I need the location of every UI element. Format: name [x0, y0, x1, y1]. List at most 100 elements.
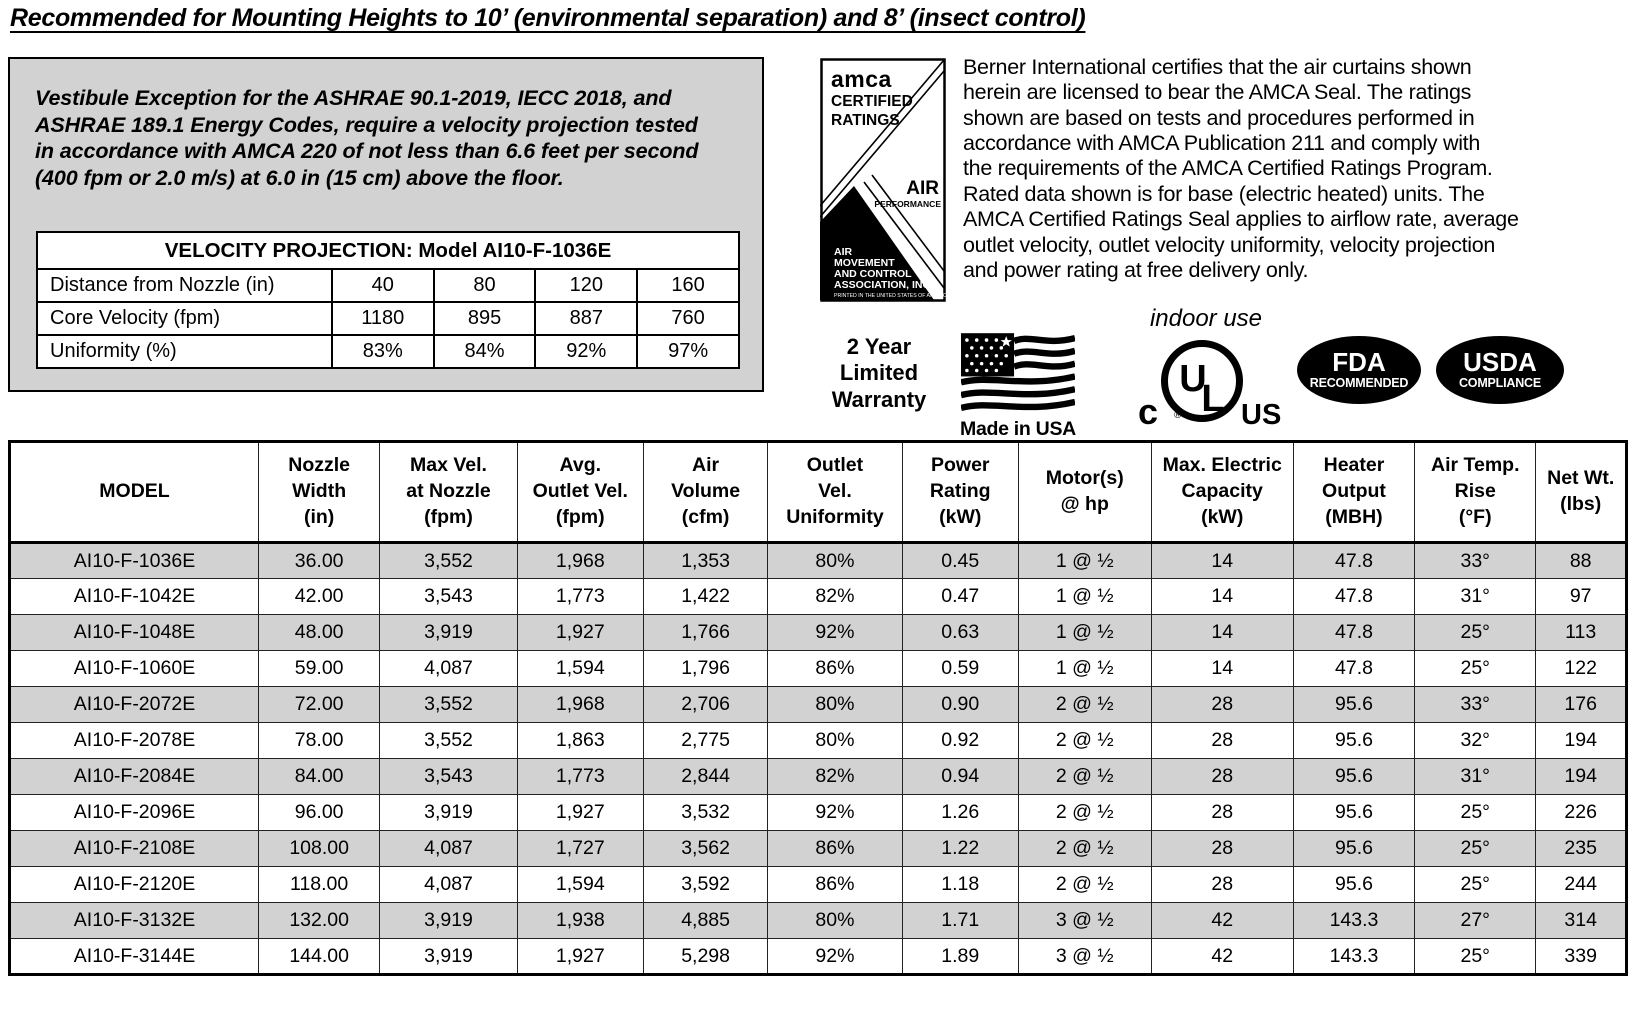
spec-value-cell: 42 — [1150, 938, 1294, 975]
spec-value-cell: 28 — [1150, 830, 1294, 867]
amca-assoc-line1: AIR — [834, 246, 853, 258]
spec-value-cell: 96.00 — [258, 794, 381, 831]
spec-value-cell: 1,773 — [516, 578, 644, 615]
spec-value-cell: 25° — [1414, 614, 1537, 651]
spec-value-cell: 28 — [1150, 794, 1294, 831]
spec-table-row: AI10-F-2120E 118.00 4,087 1,594 3,592 86% 1.18… — [8, 866, 1627, 903]
spec-value-cell: 1.71 — [901, 902, 1019, 939]
spec-header-power-rating: Power Rating (kW) — [901, 441, 1019, 544]
spec-value-cell: 86% — [767, 650, 903, 687]
spec-header-outlet-uniformity: Outlet Vel. Uniformity — [767, 441, 903, 544]
spec-value-cell: 0.92 — [901, 722, 1019, 759]
spec-value-cell: 1 @ ½ — [1017, 578, 1152, 615]
spec-value-cell: 1.26 — [901, 794, 1019, 831]
spec-value-cell: 47.8 — [1292, 578, 1416, 615]
spec-value-cell: 132.00 — [258, 902, 381, 939]
velocity-table-row: Core Velocity (fpm) 1180 895 887 760 — [36, 301, 740, 336]
spec-value-cell: 42.00 — [258, 578, 381, 615]
spec-value-cell: 118.00 — [258, 866, 381, 903]
spec-value-cell: 28 — [1150, 686, 1294, 723]
spec-model-cell: AI10-F-2108E — [8, 830, 260, 867]
ul-l-label: L — [1201, 378, 1224, 420]
spec-model-cell: AI10-F-1042E — [8, 578, 260, 615]
spec-value-cell: 144.00 — [258, 938, 381, 975]
spec-value-cell: 48.00 — [258, 614, 381, 651]
spec-model-cell: AI10-F-2096E — [8, 794, 260, 831]
spec-value-cell: 84.00 — [258, 758, 381, 795]
spec-value-cell: 339 — [1535, 938, 1627, 975]
velocity-value-cell: 92% — [534, 334, 639, 369]
spec-value-cell: 0.47 — [901, 578, 1019, 615]
spec-value-cell: 95.6 — [1292, 830, 1416, 867]
spec-header-nozzle-width: Nozzle Width (in) — [258, 441, 381, 544]
spec-table-row: AI10-F-1060E 59.00 4,087 1,594 1,796 86% 0.59 1… — [8, 650, 1627, 687]
spec-value-cell: 47.8 — [1292, 542, 1416, 579]
vestibule-exception-text: Vestibule Exception for the ASHRAE 90.1-… — [35, 86, 699, 190]
spec-model-cell: AI10-F-1060E — [8, 650, 260, 687]
spec-table-row: AI10-F-2096E 96.00 3,919 1,927 3,532 92% 1.26 2… — [8, 794, 1627, 831]
spec-value-cell: 122 — [1535, 650, 1627, 687]
velocity-row-label: Uniformity (%) — [36, 334, 333, 369]
spec-value-cell: 2,706 — [642, 686, 769, 723]
amca-certified-label: CERTIFIED — [831, 93, 913, 110]
spec-value-cell: 59.00 — [258, 650, 381, 687]
indoor-use-label: indoor use — [1149, 305, 1263, 332]
spec-value-cell: 28 — [1150, 722, 1294, 759]
ul-listing-block: indoor use c U L ® US — [1126, 305, 1286, 437]
spec-value-cell: 2 @ ½ — [1017, 830, 1152, 867]
spec-value-cell: 95.6 — [1292, 794, 1416, 831]
spec-value-cell: 25° — [1414, 938, 1537, 975]
spec-value-cell: 143.3 — [1292, 902, 1416, 939]
spec-model-cell: AI10-F-2084E — [8, 758, 260, 795]
spec-value-cell: 3,543 — [379, 578, 518, 615]
spec-value-cell: 2,844 — [642, 758, 769, 795]
velocity-value-cell: 80 — [432, 268, 537, 303]
spec-value-cell: 3,543 — [379, 758, 518, 795]
spec-table-row: AI10-F-3132E 132.00 3,919 1,938 4,885 80% 1.71… — [8, 902, 1627, 939]
cul-us-icon: c U L ® US — [1138, 340, 1281, 432]
spec-value-cell: 14 — [1150, 614, 1294, 651]
velocity-value-cell: 1180 — [330, 301, 435, 336]
spec-value-cell: 244 — [1535, 866, 1627, 903]
amca-air-label: AIR — [906, 178, 939, 199]
spec-model-cell: AI10-F-2120E — [8, 866, 260, 903]
spec-value-cell: 0.63 — [901, 614, 1019, 651]
spec-value-cell: 4,087 — [379, 866, 518, 903]
spec-value-cell: 1,927 — [516, 938, 644, 975]
amca-footer-line: PRINTED IN THE UNITED STATES OF AMERICA — [834, 293, 946, 299]
usda-badge-subtitle: COMPLIANCE — [1458, 375, 1542, 390]
spec-model-cell: AI10-F-2078E — [8, 722, 260, 759]
spec-value-cell: 0.90 — [901, 686, 1019, 723]
spec-model-cell: AI10-F-3132E — [8, 902, 260, 939]
spec-value-cell: 0.45 — [901, 542, 1019, 579]
spec-value-cell: 27° — [1414, 902, 1537, 939]
spec-value-cell: 14 — [1150, 650, 1294, 687]
spec-value-cell: 28 — [1150, 866, 1294, 903]
velocity-table-title: VELOCITY PROJECTION: Model AI10-F-1036E — [36, 231, 740, 270]
spec-table-row: AI10-F-3144E 144.00 3,919 1,927 5,298 92% 1.89… — [8, 938, 1627, 975]
spec-value-cell: 1,796 — [642, 650, 769, 687]
spec-model-cell: AI10-F-3144E — [8, 938, 260, 975]
spec-header-motors: Motor(s) @ hp — [1017, 441, 1152, 544]
spec-value-cell: 4,087 — [379, 650, 518, 687]
velocity-table-title-row: VELOCITY PROJECTION: Model AI10-F-1036E — [36, 231, 740, 270]
spec-value-cell: 194 — [1535, 722, 1627, 759]
spec-value-cell: 1 @ ½ — [1017, 650, 1152, 687]
spec-value-cell: 86% — [767, 830, 903, 867]
spec-value-cell: 95.6 — [1292, 758, 1416, 795]
spec-value-cell: 95.6 — [1292, 866, 1416, 903]
amca-seal-triangle — [820, 186, 934, 300]
spec-value-cell: 1.89 — [901, 938, 1019, 975]
spec-value-cell: 0.59 — [901, 650, 1019, 687]
spec-model-cell: AI10-F-1036E — [8, 542, 260, 579]
spec-value-cell: 2 @ ½ — [1017, 758, 1152, 795]
velocity-value-cell: 895 — [432, 301, 537, 336]
certification-paragraph: Berner International certifies that the … — [963, 55, 1519, 282]
spec-table-row: AI10-F-2072E 72.00 3,552 1,968 2,706 80% 0.90 2… — [8, 686, 1627, 723]
amca-performance-label: PERFORMANCE — [874, 199, 941, 209]
spec-model-cell: AI10-F-2072E — [8, 686, 260, 723]
spec-value-cell: 14 — [1150, 578, 1294, 615]
velocity-projection-table: VELOCITY PROJECTION: Model AI10-F-1036E … — [36, 231, 740, 369]
velocity-row-label: Distance from Nozzle (in) — [36, 268, 333, 303]
made-in-usa-label: Made in USA — [960, 418, 1076, 440]
